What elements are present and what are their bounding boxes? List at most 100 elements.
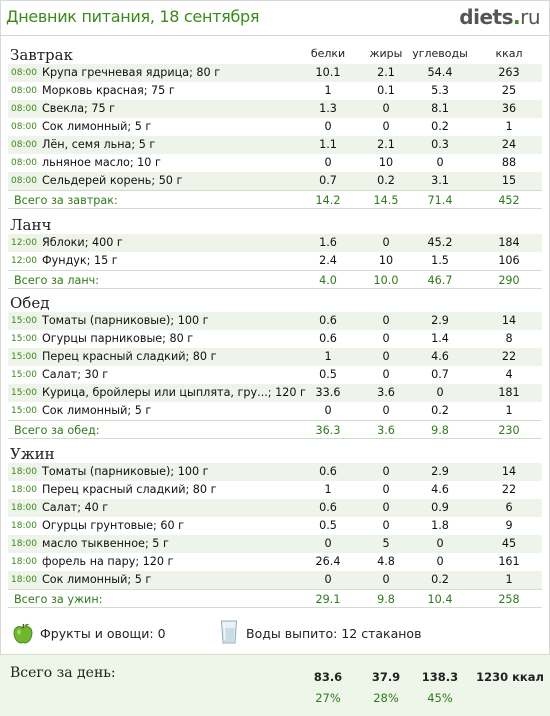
- food-protein: 0: [324, 404, 332, 417]
- food-time: 18:00: [11, 467, 37, 477]
- food-time: 18:00: [11, 557, 37, 567]
- food-carbs: 0: [436, 156, 444, 169]
- food-row[interactable]: 15:00 Томаты (парниковые); 100 г 0.6 0 2.9 14: [8, 312, 542, 330]
- food-row[interactable]: 18:00 Томаты (парниковые); 100 г 0.6 0 2.9 14: [8, 463, 542, 481]
- food-name[interactable]: масло тыквенное; 5 г: [42, 537, 169, 550]
- food-name[interactable]: форель на пару; 120 г: [42, 555, 174, 568]
- food-row[interactable]: 12:00 Фундук; 15 г 2.4 10 1.5 106: [8, 252, 542, 270]
- food-fat: 0.2: [377, 174, 395, 187]
- food-name[interactable]: Морковь красная; 75 г: [42, 84, 175, 97]
- food-fat: 0: [382, 501, 390, 514]
- food-time: 08:00: [11, 68, 37, 78]
- food-row[interactable]: 18:00 масло тыквенное; 5 г 0 5 0 45: [8, 535, 542, 553]
- food-kcal: 1: [505, 404, 513, 417]
- food-protein: 0: [324, 120, 332, 133]
- food-fat: 0: [382, 314, 390, 327]
- food-carbs: 0: [436, 555, 444, 568]
- food-protein: 26.4: [315, 555, 341, 568]
- food-fat: 2.1: [377, 138, 395, 151]
- food-row[interactable]: 08:00 Сок лимонный; 5 г 0 0 0.2 1: [8, 118, 542, 136]
- meal-total-fat: 9.8: [377, 593, 395, 606]
- meal-total-kcal: 452: [498, 194, 520, 207]
- food-fat: 5: [382, 537, 390, 550]
- food-row[interactable]: 15:00 Перец красный сладкий; 80 г 1 0 4.6 22: [8, 348, 542, 366]
- meal-total-protein: 36.3: [315, 424, 341, 437]
- food-time: 15:00: [11, 334, 37, 344]
- food-kcal: 181: [498, 386, 520, 399]
- meal-total-kcal: 258: [498, 593, 520, 606]
- food-name[interactable]: льняное масло; 10 г: [42, 156, 161, 169]
- food-row[interactable]: 08:00 льняное масло; 10 г 0 10 0 88: [8, 154, 542, 172]
- food-kcal: 1: [505, 120, 513, 133]
- day-total-kcal: 1230 ккал: [476, 670, 544, 684]
- food-protein: 0.6: [319, 332, 337, 345]
- food-carbs: 0.2: [431, 573, 449, 586]
- food-fat: 2.1: [377, 66, 395, 79]
- food-row[interactable]: 18:00 Салат; 40 г 0.6 0 0.9 6: [8, 499, 542, 517]
- food-name[interactable]: Свекла; 75 г: [42, 102, 116, 115]
- column-header-kcal: ккал: [495, 47, 523, 60]
- food-kcal: 88: [501, 156, 517, 169]
- meal-total-row: Всего за обед: 36.3 3.6 9.8 230: [8, 420, 542, 439]
- food-name[interactable]: Фундук; 15 г: [42, 254, 118, 267]
- food-row[interactable]: 08:00 Лён, семя льна; 5 г 1.1 2.1 0.3 24: [8, 136, 542, 154]
- apple-icon: [13, 623, 33, 644]
- food-name[interactable]: Сок лимонный; 5 г: [42, 120, 152, 133]
- food-row[interactable]: 18:00 форель на пару; 120 г 26.4 4.8 0 161: [8, 553, 542, 571]
- food-row[interactable]: 18:00 Огурцы грунтовые; 60 г 0.5 0 1.8 9: [8, 517, 542, 535]
- day-fat-percent: 28%: [373, 691, 399, 705]
- food-name[interactable]: Крупа гречневая ядрица; 80 г: [42, 66, 221, 79]
- food-name[interactable]: Перец красный сладкий; 80 г: [42, 350, 217, 363]
- food-name[interactable]: Лён, семя льна; 5 г: [42, 138, 156, 151]
- food-carbs: 0.2: [431, 120, 449, 133]
- header: Дневник питания, 18 сентября diets.ru: [0, 0, 550, 36]
- food-fat: 0: [382, 519, 390, 532]
- meal-total-carbs: 71.4: [427, 194, 453, 207]
- food-row[interactable]: 15:00 Огурцы парниковые; 80 г 0.6 0 1.4 8: [8, 330, 542, 348]
- food-time: 15:00: [11, 406, 37, 416]
- food-row[interactable]: 15:00 Салат; 30 г 0.5 0 0.7 4: [8, 366, 542, 384]
- food-row[interactable]: 08:00 Морковь красная; 75 г 1 0.1 5.3 25: [8, 82, 542, 100]
- food-row[interactable]: 08:00 Сельдерей корень; 50 г 0.7 0.2 3.1 15: [8, 172, 542, 190]
- food-time: 15:00: [11, 316, 37, 326]
- food-row[interactable]: 15:00 Курица, бройлеры или цыплята, гру..…: [8, 384, 542, 402]
- food-time: 15:00: [11, 388, 37, 398]
- food-name[interactable]: Сок лимонный; 5 г: [42, 573, 152, 586]
- food-name[interactable]: Салат; 30 г: [42, 368, 109, 381]
- meal-title: Обед: [10, 294, 50, 312]
- food-name[interactable]: Огурцы грунтовые; 60 г: [42, 519, 184, 532]
- food-name[interactable]: Курица, бройлеры или цыплята, гру...; 12…: [42, 386, 306, 399]
- site-logo[interactable]: diets.ru: [459, 5, 540, 29]
- food-name[interactable]: Сок лимонный; 5 г: [42, 404, 152, 417]
- food-kcal: 184: [498, 236, 520, 249]
- meal-total-protein: 14.2: [315, 194, 341, 207]
- food-name[interactable]: Яблоки; 400 г: [42, 236, 123, 249]
- food-protein: 1.6: [319, 236, 337, 249]
- food-name[interactable]: Томаты (парниковые); 100 г: [42, 465, 209, 478]
- food-name[interactable]: Перец красный сладкий; 80 г: [42, 483, 217, 496]
- food-carbs: 5.3: [431, 84, 449, 97]
- meal-total-fat: 3.6: [377, 424, 395, 437]
- food-name[interactable]: Томаты (парниковые); 100 г: [42, 314, 209, 327]
- meal-total-label: Всего за ланч:: [14, 274, 100, 287]
- food-row[interactable]: 12:00 Яблоки; 400 г 1.6 0 45.2 184: [8, 234, 542, 252]
- food-kcal: 14: [501, 314, 517, 327]
- food-carbs: 0: [436, 537, 444, 550]
- food-name[interactable]: Огурцы парниковые; 80 г: [42, 332, 194, 345]
- food-row[interactable]: 18:00 Сок лимонный; 5 г 0 0 0.2 1: [8, 571, 542, 589]
- meal-total-label: Всего за обед:: [14, 424, 100, 437]
- food-kcal: 22: [501, 483, 517, 496]
- logo-tld: ru: [520, 5, 540, 29]
- food-fat: 0.1: [377, 84, 395, 97]
- food-row[interactable]: 15:00 Сок лимонный; 5 г 0 0 0.2 1: [8, 402, 542, 420]
- food-time: 15:00: [11, 370, 37, 380]
- fruits-vegetables-count: Фрукты и овощи: 0: [40, 626, 166, 641]
- food-row[interactable]: 08:00 Свекла; 75 г 1.3 0 8.1 36: [8, 100, 542, 118]
- food-name[interactable]: Салат; 40 г: [42, 501, 109, 514]
- food-protein: 1: [324, 84, 332, 97]
- meal-total-row: Всего за ланч: 4.0 10.0 46.7 290: [8, 270, 542, 289]
- food-time: 18:00: [11, 485, 37, 495]
- food-row[interactable]: 08:00 Крупа гречневая ядрица; 80 г 10.1 2.1…: [8, 64, 542, 82]
- food-name[interactable]: Сельдерей корень; 50 г: [42, 174, 183, 187]
- food-row[interactable]: 18:00 Перец красный сладкий; 80 г 1 0 4.6 22: [8, 481, 542, 499]
